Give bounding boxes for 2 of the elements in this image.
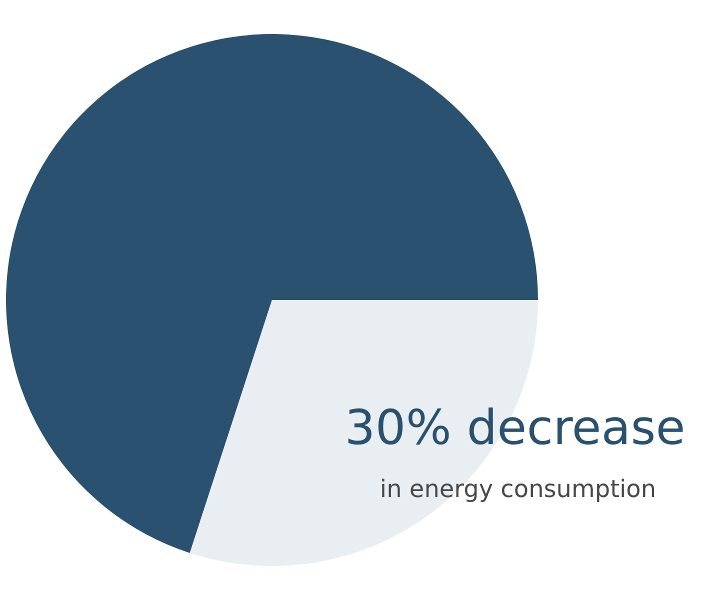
text: 30% decrease: [344, 400, 686, 456]
text: in energy consumption: [380, 475, 656, 503]
